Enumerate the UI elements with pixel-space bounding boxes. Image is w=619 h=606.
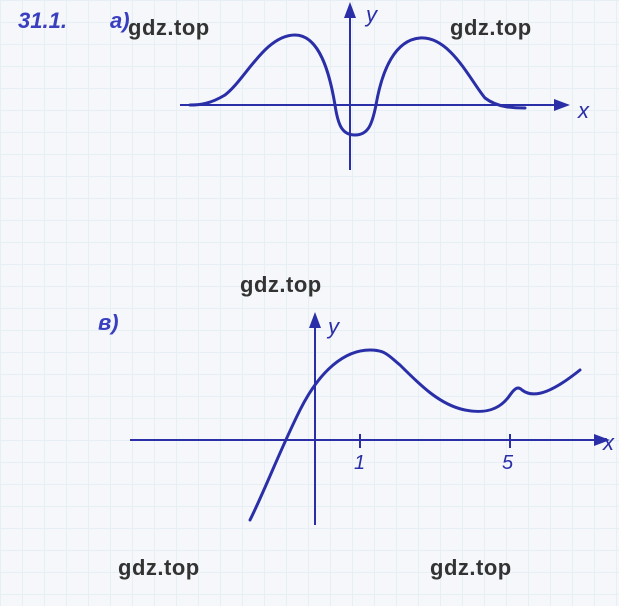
problem-number: 31.1. bbox=[18, 8, 67, 34]
watermark-bottom-right: gdz.top bbox=[430, 555, 512, 581]
watermark-bottom-left: gdz.top bbox=[118, 555, 200, 581]
graph-v-plot bbox=[70, 330, 619, 590]
watermark-middle: gdz.top bbox=[240, 272, 322, 298]
graph-a-y-label: y bbox=[366, 2, 377, 28]
graph-v-y-label: y bbox=[328, 314, 339, 340]
graph-a-curve bbox=[190, 35, 525, 135]
graph-a-x-label: x bbox=[578, 98, 589, 124]
graph-v-curve bbox=[250, 350, 580, 520]
graph-a-plot bbox=[120, 20, 580, 260]
graph-a-x-arrow bbox=[554, 99, 570, 111]
graph-v-tick-label-1: 1 bbox=[354, 452, 365, 475]
graph-v-x-label: x bbox=[603, 430, 614, 456]
graph-v-tick-label-5: 5 bbox=[502, 452, 513, 475]
